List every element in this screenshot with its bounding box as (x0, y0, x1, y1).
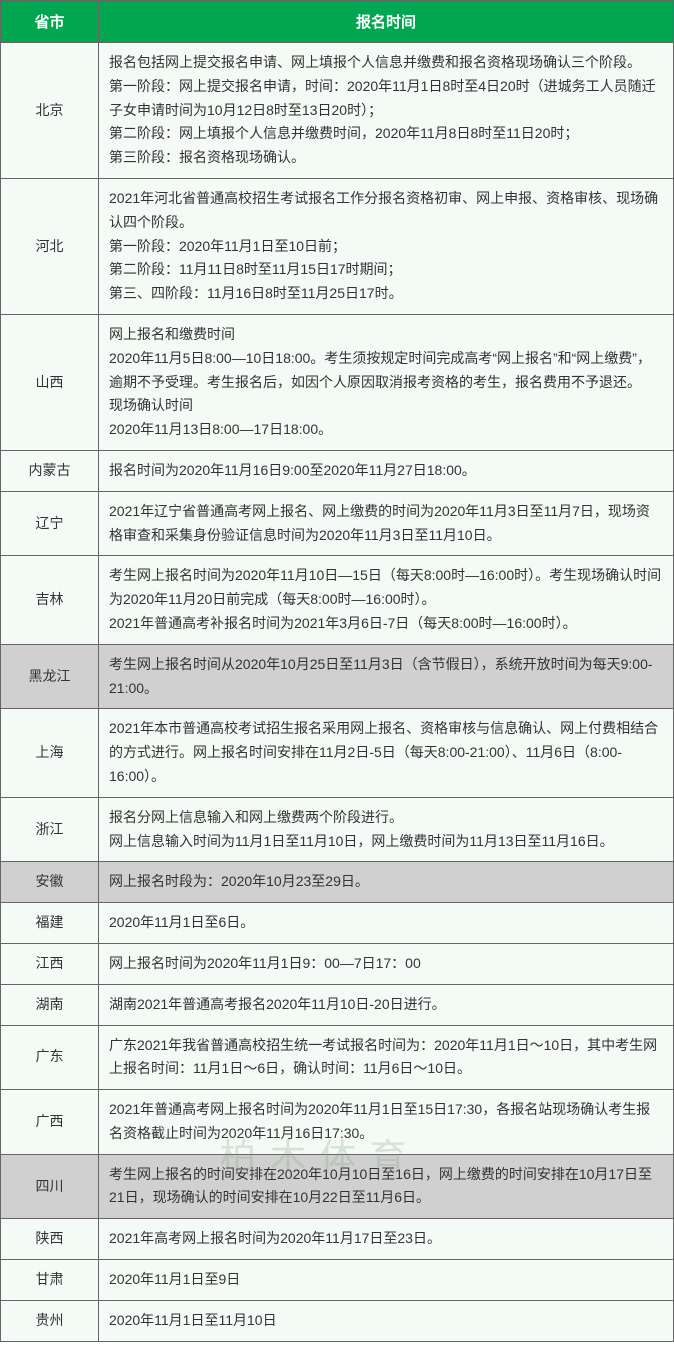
table-row: 安徽网上报名时段为：2020年10月23至29日。 (1, 862, 674, 903)
details-cell: 网上报名时段为：2020年10月23至29日。 (99, 862, 674, 903)
col-header-province: 省市 (1, 1, 99, 43)
table-row: 陕西2021年高考网上报名时间为2020年11月17日至23日。 (1, 1219, 674, 1260)
table-container: 柏木体育 省市 报名时间 北京报名包括网上提交报名申请、网上填报个人信息并缴费和… (0, 0, 674, 1342)
province-cell: 湖南 (1, 984, 99, 1025)
details-cell: 湖南2021年普通高考报名2020年11月10日-20日进行。 (99, 984, 674, 1025)
details-cell: 2020年11月1日至9日 (99, 1260, 674, 1301)
province-cell: 广东 (1, 1025, 99, 1090)
details-cell: 广东2021年我省普通高校招生统一考试报名时间为：2020年11月1日～10日，… (99, 1025, 674, 1090)
province-cell: 河北 (1, 178, 99, 314)
details-cell: 网上报名和缴费时间2020年11月5日8:00—10日18:00。考生须按规定时… (99, 314, 674, 450)
table-row: 甘肃2020年11月1日至9日 (1, 1260, 674, 1301)
province-cell: 四川 (1, 1154, 99, 1219)
province-cell: 内蒙古 (1, 450, 99, 491)
details-cell: 2021年本市普通高校考试招生报名采用网上报名、资格审核与信息确认、网上付费相结… (99, 709, 674, 797)
table-row: 广东广东2021年我省普通高校招生统一考试报名时间为：2020年11月1日～10… (1, 1025, 674, 1090)
details-cell: 2021年高考网上报名时间为2020年11月17日至23日。 (99, 1219, 674, 1260)
province-cell: 陕西 (1, 1219, 99, 1260)
details-cell: 报名分网上信息输入和网上缴费两个阶段进行。网上信息输入时间为11月1日至11月1… (99, 797, 674, 862)
province-cell: 吉林 (1, 556, 99, 644)
col-header-time: 报名时间 (99, 1, 674, 43)
table-row: 河北2021年河北省普通高校招生考试报名工作分报名资格初审、网上申报、资格审核、… (1, 178, 674, 314)
table-row: 辽宁2021年辽宁省普通高考网上报名、网上缴费的时间为2020年11月3日至11… (1, 491, 674, 556)
details-cell: 2020年11月1日至11月10日 (99, 1300, 674, 1341)
table-row: 黑龙江考生网上报名时间从2020年10月25日至11月3日（含节假日），系统开放… (1, 644, 674, 709)
province-cell: 上海 (1, 709, 99, 797)
table-row: 江西网上报名时间为2020年11月1日9：00—7日17：00 (1, 943, 674, 984)
province-cell: 广西 (1, 1090, 99, 1155)
table-row: 吉林考生网上报名时间为2020年11月10日—15日（每天8:00时—16:00… (1, 556, 674, 644)
table-row: 四川考生网上报名的时间安排在2020年10月10日至16日，网上缴费的时间安排在… (1, 1154, 674, 1219)
details-cell: 报名时间为2020年11月16日9:00至2020年11月27日18:00。 (99, 450, 674, 491)
details-cell: 2020年11月1日至6日。 (99, 903, 674, 944)
table-row: 广西2021年普通高考网上报名时间为2020年11月1日至15日17:30，各报… (1, 1090, 674, 1155)
table-row: 浙江报名分网上信息输入和网上缴费两个阶段进行。网上信息输入时间为11月1日至11… (1, 797, 674, 862)
details-cell: 网上报名时间为2020年11月1日9：00—7日17：00 (99, 943, 674, 984)
details-cell: 考生网上报名时间从2020年10月25日至11月3日（含节假日），系统开放时间为… (99, 644, 674, 709)
province-cell: 安徽 (1, 862, 99, 903)
table-body: 北京报名包括网上提交报名申请、网上填报个人信息并缴费和报名资格现场确认三个阶段。… (1, 43, 674, 1342)
province-cell: 贵州 (1, 1300, 99, 1341)
table-row: 内蒙古报名时间为2020年11月16日9:00至2020年11月27日18:00… (1, 450, 674, 491)
details-cell: 2021年辽宁省普通高考网上报名、网上缴费的时间为2020年11月3日至11月7… (99, 491, 674, 556)
province-cell: 浙江 (1, 797, 99, 862)
registration-schedule-table: 省市 报名时间 北京报名包括网上提交报名申请、网上填报个人信息并缴费和报名资格现… (0, 0, 674, 1342)
province-cell: 北京 (1, 43, 99, 179)
table-header-row: 省市 报名时间 (1, 1, 674, 43)
details-cell: 报名包括网上提交报名申请、网上填报个人信息并缴费和报名资格现场确认三个阶段。第一… (99, 43, 674, 179)
province-cell: 江西 (1, 943, 99, 984)
details-cell: 2021年普通高考网上报名时间为2020年11月1日至15日17:30，各报名站… (99, 1090, 674, 1155)
table-row: 湖南湖南2021年普通高考报名2020年11月10日-20日进行。 (1, 984, 674, 1025)
details-cell: 考生网上报名时间为2020年11月10日—15日（每天8:00时—16:00时）… (99, 556, 674, 644)
province-cell: 甘肃 (1, 1260, 99, 1301)
province-cell: 辽宁 (1, 491, 99, 556)
table-row: 贵州2020年11月1日至11月10日 (1, 1300, 674, 1341)
table-row: 北京报名包括网上提交报名申请、网上填报个人信息并缴费和报名资格现场确认三个阶段。… (1, 43, 674, 179)
details-cell: 考生网上报名的时间安排在2020年10月10日至16日，网上缴费的时间安排在10… (99, 1154, 674, 1219)
table-row: 山西网上报名和缴费时间2020年11月5日8:00—10日18:00。考生须按规… (1, 314, 674, 450)
table-row: 福建2020年11月1日至6日。 (1, 903, 674, 944)
province-cell: 黑龙江 (1, 644, 99, 709)
details-cell: 2021年河北省普通高校招生考试报名工作分报名资格初审、网上申报、资格审核、现场… (99, 178, 674, 314)
table-row: 上海2021年本市普通高校考试招生报名采用网上报名、资格审核与信息确认、网上付费… (1, 709, 674, 797)
province-cell: 福建 (1, 903, 99, 944)
province-cell: 山西 (1, 314, 99, 450)
